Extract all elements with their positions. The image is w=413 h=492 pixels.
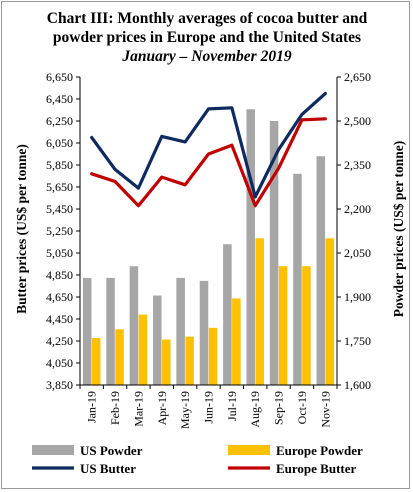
y-left-tick-label: 4,850 bbox=[46, 268, 73, 282]
legend-swatch-europe-powder bbox=[228, 445, 270, 455]
bar-europe-powder-9 bbox=[302, 266, 311, 385]
legend-label-europe-powder: Europe Powder bbox=[276, 443, 363, 458]
x-tick-label: Aug-19 bbox=[248, 391, 262, 428]
bar-us-powder-4 bbox=[176, 277, 185, 385]
bar-us-powder-8 bbox=[269, 121, 279, 385]
bar-us-powder-7 bbox=[246, 109, 255, 386]
y-right-tick-label: 1,900 bbox=[344, 290, 371, 304]
bar-us-powder-0 bbox=[82, 277, 92, 385]
bars-layer bbox=[82, 109, 335, 386]
bar-europe-powder-10 bbox=[325, 238, 335, 385]
y-left-tick-label: 4,050 bbox=[46, 356, 73, 370]
legend-label-europe-butter: Europe Butter bbox=[276, 461, 357, 476]
y-left-tick-label: 6,250 bbox=[46, 114, 73, 128]
x-tick-label: Sep-19 bbox=[272, 391, 286, 425]
y-left-axis-label: Butter prices (US$ per tonne) bbox=[14, 144, 29, 314]
y-right-tick-label: 2,500 bbox=[344, 114, 371, 128]
y-right-tick-label: 2,650 bbox=[344, 70, 371, 84]
x-tick-label: Apr-19 bbox=[155, 391, 169, 425]
line-us-butter bbox=[90, 91, 327, 199]
y-right-tick-label: 2,200 bbox=[344, 202, 371, 216]
bar-europe-powder-0 bbox=[91, 338, 101, 385]
bar-us-powder-1 bbox=[106, 277, 115, 385]
bar-europe-powder-7 bbox=[255, 238, 264, 385]
bar-us-powder-2 bbox=[129, 266, 139, 385]
bar-us-powder-6 bbox=[223, 244, 232, 385]
legend-label-us-butter: US Butter bbox=[80, 461, 136, 476]
bar-us-powder-5 bbox=[199, 280, 209, 385]
y-left-tick-label: 4,450 bbox=[46, 312, 73, 326]
chart-title-line-2: powder prices in Europe and the United S… bbox=[53, 29, 361, 46]
y-left-tick-label: 6,050 bbox=[46, 136, 73, 150]
bar-us-powder-9 bbox=[293, 173, 302, 385]
axes-layer: 3,850 4,050 4,250 4,450 4,650 4,850 5,050 5,250… bbox=[46, 70, 371, 429]
x-tick-label: Mar-19 bbox=[131, 391, 145, 427]
x-tick-label: Jun-19 bbox=[202, 391, 216, 424]
lines-layer bbox=[90, 91, 327, 208]
y-right-tick-label: 1,750 bbox=[344, 334, 371, 348]
y-left-tick-label: 5,250 bbox=[46, 224, 73, 238]
y-left-tick-label: 4,250 bbox=[46, 334, 73, 348]
bar-europe-powder-6 bbox=[232, 298, 241, 385]
bar-us-powder-10 bbox=[316, 156, 326, 385]
x-tick-label: May-19 bbox=[178, 391, 192, 429]
chart-subtitle: January – November 2019 bbox=[121, 48, 291, 65]
y-right-axis-label: Powder prices (US$ per tonne) bbox=[391, 141, 406, 317]
y-right-tick-label: 1,600 bbox=[344, 378, 371, 392]
y-left-tick-label: 5,050 bbox=[46, 246, 73, 260]
x-tick-label: Feb-19 bbox=[108, 391, 122, 425]
bar-europe-powder-4 bbox=[185, 336, 194, 385]
line-europe-butter bbox=[90, 117, 327, 208]
legend: US Powder Europe Powder US Butter Europe Bu… bbox=[32, 443, 363, 476]
y-left-tick-label: 5,450 bbox=[46, 202, 73, 216]
y-right-tick-label: 2,050 bbox=[344, 246, 371, 260]
y-left-tick-label: 3,850 bbox=[46, 378, 73, 392]
legend-label-us-powder: US Powder bbox=[80, 443, 143, 458]
bar-europe-powder-5 bbox=[208, 327, 218, 385]
y-right-tick-label: 2,350 bbox=[344, 158, 371, 172]
x-tick-label: Jul-19 bbox=[225, 391, 239, 421]
legend-swatch-us-powder bbox=[32, 445, 74, 455]
bar-europe-powder-8 bbox=[278, 266, 288, 385]
y-left-tick-label: 6,650 bbox=[46, 70, 73, 84]
bar-us-powder-3 bbox=[153, 295, 162, 385]
y-left-tick-label: 5,650 bbox=[46, 180, 73, 194]
bar-europe-powder-1 bbox=[115, 329, 124, 385]
bar-europe-powder-2 bbox=[138, 314, 148, 385]
chart-title-line-1: Chart III: Monthly averages of cocoa but… bbox=[47, 10, 368, 27]
y-left-tick-label: 6,450 bbox=[46, 92, 73, 106]
bar-europe-powder-3 bbox=[162, 339, 171, 385]
x-tick-label: Jan-19 bbox=[85, 391, 99, 423]
x-tick-label: Oct-19 bbox=[295, 391, 309, 424]
y-left-tick-label: 4,650 bbox=[46, 290, 73, 304]
x-tick-label: Nov-19 bbox=[318, 391, 332, 428]
y-left-tick-label: 5,850 bbox=[46, 158, 73, 172]
